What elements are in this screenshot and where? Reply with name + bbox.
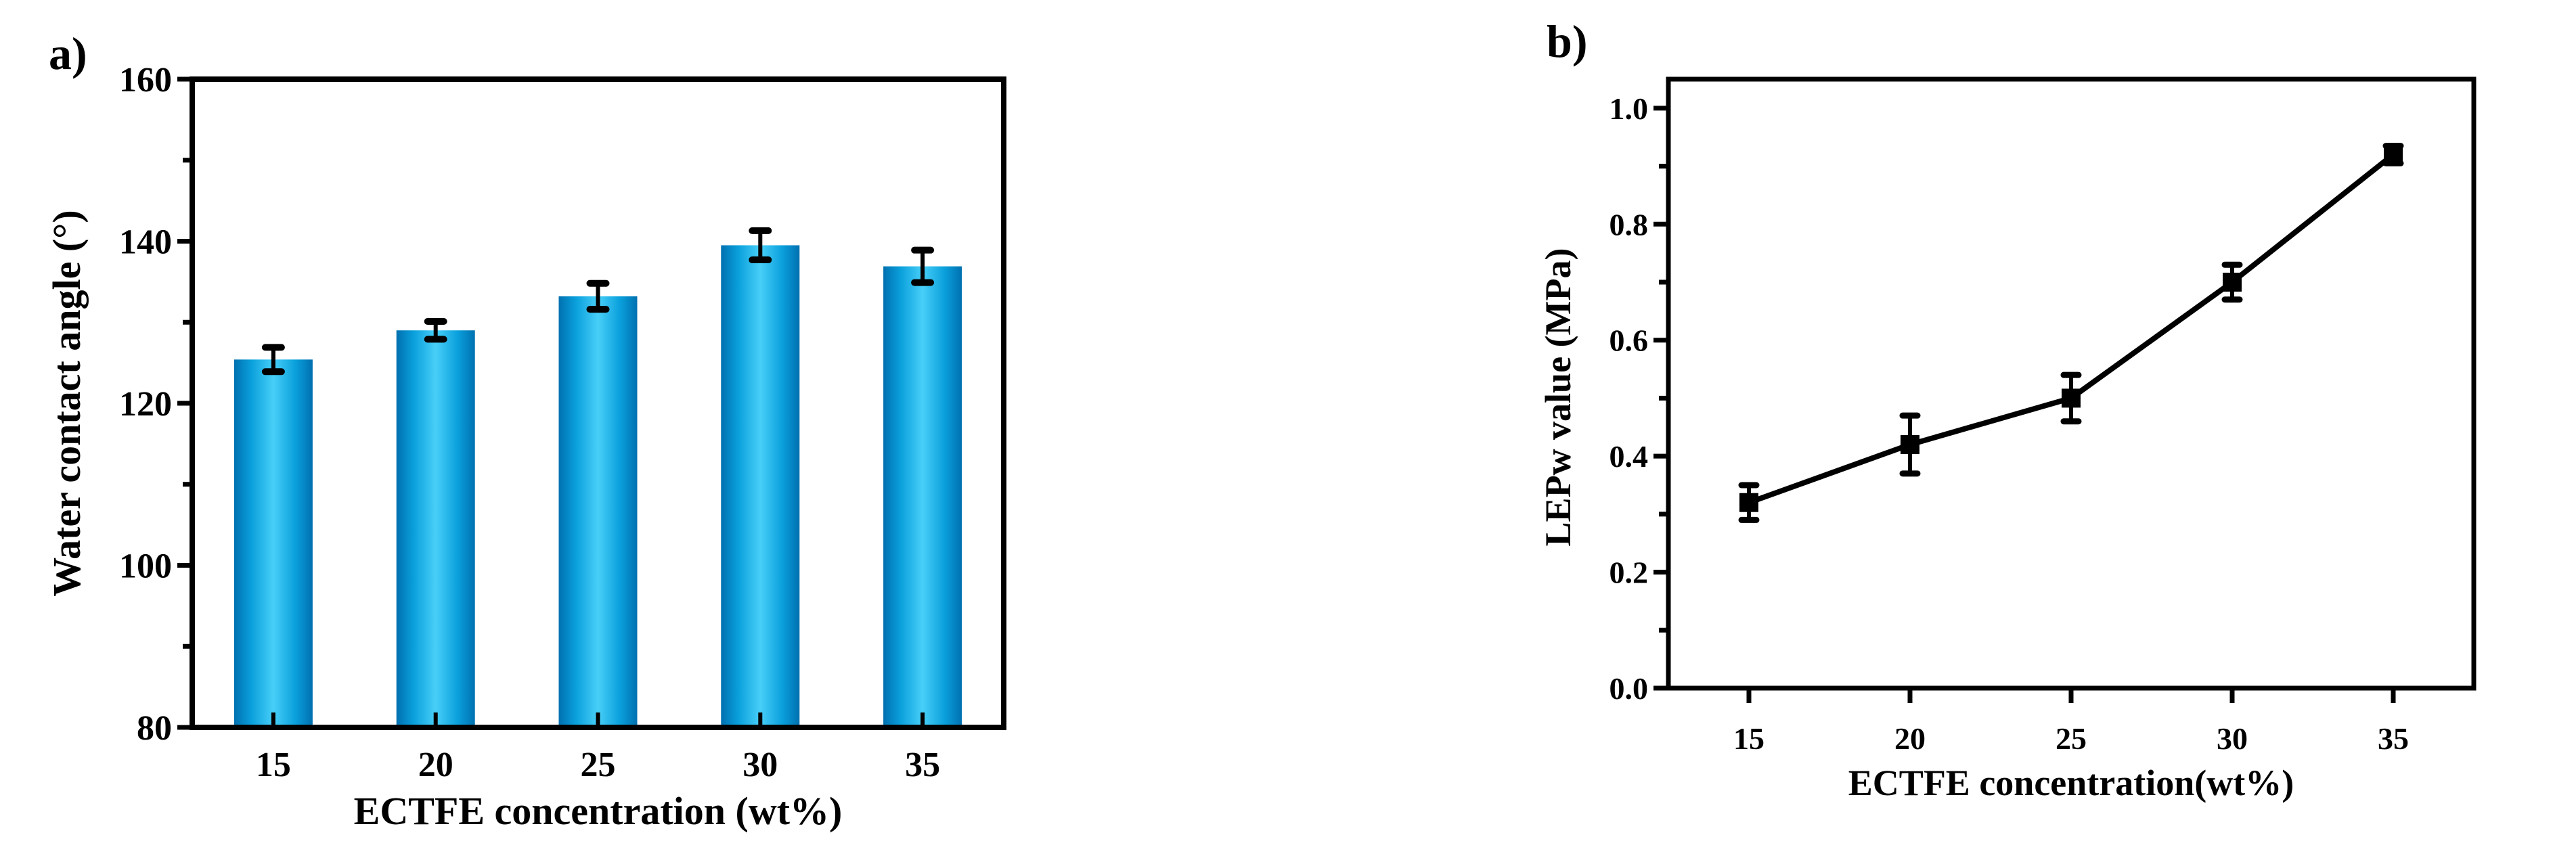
y-axis-label: Water contact angle (°)	[45, 210, 89, 596]
square-marker-30	[2223, 273, 2242, 292]
bar-30	[721, 245, 800, 727]
square-marker-20	[1901, 435, 1919, 454]
bar-chart-water-contact-angle: 15 20 25 30 35 80 100 120 140 160 ECTFE concentrat…	[45, 61, 1006, 833]
square-marker-35	[2384, 145, 2403, 164]
x-axis-label: ECTFE concentration (wt%)	[354, 789, 843, 833]
y-tick-label: 1.0	[1609, 91, 1649, 126]
y-tick-label: 100	[119, 547, 172, 586]
y-tick-label: 0.4	[1609, 439, 1649, 474]
x-tick-label: 30	[2217, 721, 2248, 756]
error-bar-25	[586, 279, 610, 313]
x-tick-label: 30	[742, 746, 778, 784]
square-marker-25	[2062, 388, 2081, 408]
y-tick-label: 0.6	[1609, 323, 1649, 358]
x-tick-label: 35	[2378, 721, 2409, 756]
y-tick-label: 160	[119, 61, 172, 99]
panel-a-contact-angle-chart: a) 15 20 25 30 35 80 100 120 140 160 ECTFE concent…	[0, 0, 1286, 857]
x-tick-label: 25	[581, 746, 616, 784]
bar-35	[883, 266, 962, 727]
x-tick-label: 20	[418, 746, 453, 784]
panel-label-b: b)	[1547, 16, 1588, 67]
error-bar-20	[424, 318, 447, 343]
bar-25	[558, 296, 638, 727]
bar-15	[234, 359, 313, 727]
x-tick-label: 35	[905, 746, 940, 784]
error-bar-15	[261, 344, 285, 376]
x-tick-label: 20	[1894, 721, 1926, 756]
panel-label-a: a)	[49, 28, 87, 79]
x-tick-label: 15	[256, 746, 291, 784]
error-bar-30	[749, 227, 772, 264]
y-axis-label: LEPw value (MPa)	[1538, 248, 1578, 547]
x-tick-label: 15	[1733, 721, 1764, 756]
y-tick-label: 80	[137, 709, 172, 748]
y-tick-label: 0.0	[1609, 671, 1649, 706]
error-bar-35	[911, 246, 935, 286]
y-tick-label: 140	[119, 223, 172, 262]
x-axis-label: ECTFE concentration(wt%)	[1848, 763, 2294, 803]
y-tick-label: 0.2	[1609, 556, 1649, 590]
panel-b-lepw-chart: b) 0.0 0.2 0.4 0.6 0.8 1.0 15 20 25 30 35 ECTFE con…	[1489, 0, 2576, 857]
line-chart-lepw-value: 0.0 0.2 0.4 0.6 0.8 1.0 15 20 25 30 35 ECTFE concen…	[1538, 76, 2477, 803]
x-tick-label: 25	[2056, 721, 2087, 756]
square-marker-15	[1739, 493, 1758, 512]
y-tick-label: 120	[119, 385, 172, 424]
y-tick-label: 0.8	[1609, 207, 1649, 242]
data-line	[1748, 152, 2395, 505]
bar-20	[396, 330, 475, 728]
